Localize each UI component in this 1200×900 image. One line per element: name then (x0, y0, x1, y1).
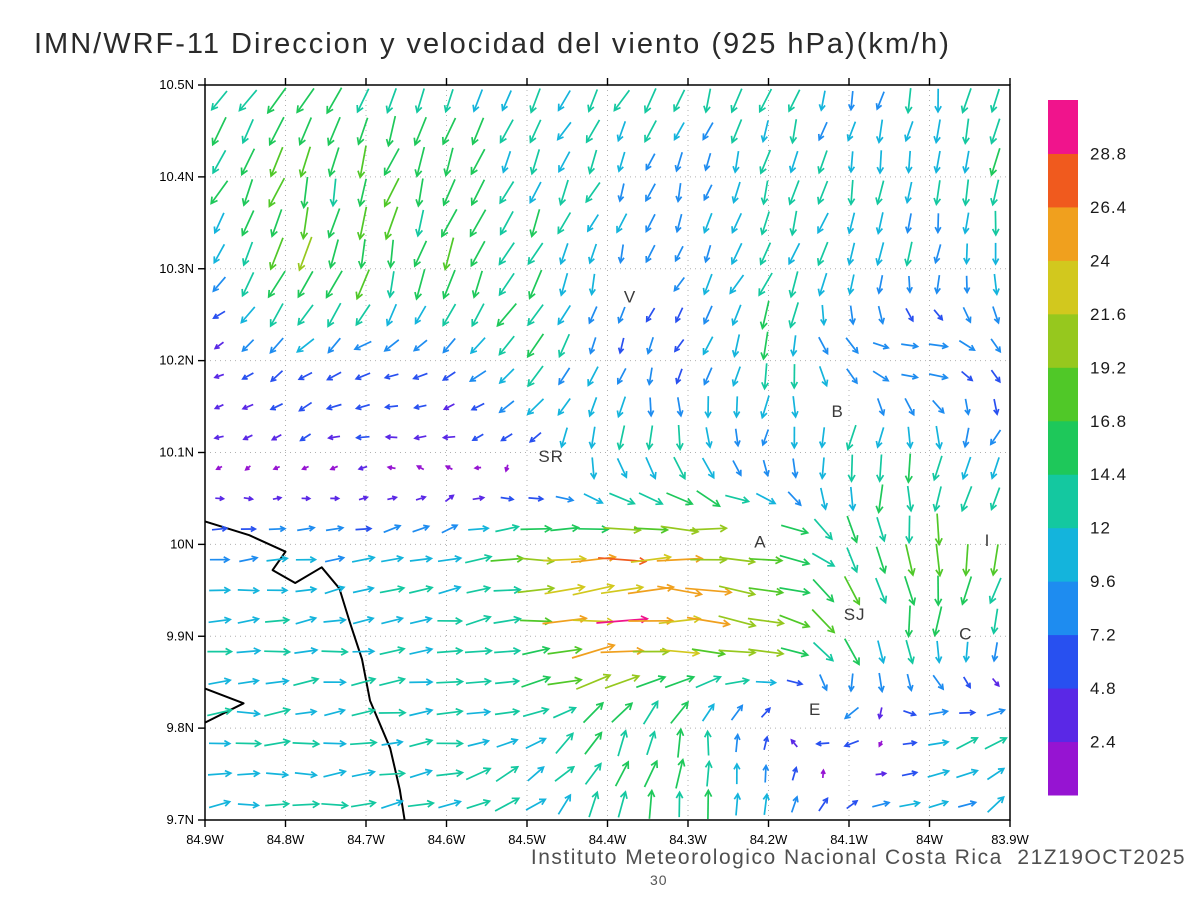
station-label: C (959, 624, 972, 643)
x-tick-label: 84.9W (186, 832, 224, 847)
y-tick-label: 10.4N (159, 169, 194, 184)
coastline (204, 520, 406, 821)
colorbar-label: 24 (1090, 251, 1111, 270)
colorbar-label: 21.6 (1090, 305, 1127, 324)
y-tick-label: 10N (170, 536, 194, 551)
y-tick-label: 10.1N (159, 445, 194, 460)
colorbar-label: 9.6 (1090, 572, 1117, 591)
x-tick-label: 84.1W (830, 832, 868, 847)
y-tick-label: 10.5N (159, 77, 194, 92)
colorbar-segment (1048, 260, 1078, 315)
station-label: E (809, 700, 821, 719)
axes: 84.9W 84.8W 84.7W 84.6W 84.5W 84.4W 84.3W 84.2W… (159, 77, 1029, 847)
colorbar-label: 7.2 (1090, 626, 1117, 645)
chart-title: IMN/WRF-11 Direccion y velocidad del vie… (34, 28, 951, 60)
station-label: I (985, 531, 991, 550)
station-label: V (624, 287, 636, 306)
station-label: SR (538, 447, 564, 466)
x-tick-label: 84.3W (669, 832, 707, 847)
colorbar-segment (1048, 688, 1078, 743)
colorbar-label: 12 (1090, 519, 1111, 538)
colorbar-label: 26.4 (1090, 198, 1127, 217)
wind-arrows (207, 87, 1008, 820)
footer-text: Instituto Meteorologico Nacional Costa R… (530, 846, 1186, 869)
colorbar-label: 19.2 (1090, 358, 1127, 377)
colorbar-label: 16.8 (1090, 412, 1127, 431)
x-tick-label: 84W (916, 832, 943, 847)
colorbar-segment (1048, 581, 1078, 636)
coastline-path (204, 520, 406, 821)
page-annotation: 30 (650, 872, 668, 888)
y-tick-label: 10.2N (159, 353, 194, 368)
y-tick-label: 9.8N (167, 720, 194, 735)
colorbar-segment (1048, 313, 1078, 368)
colorbar-segment (1048, 206, 1078, 261)
colorbar-label: 2.4 (1090, 733, 1117, 752)
x-tick-label: 84.5W (508, 832, 546, 847)
station-label: A (754, 533, 766, 552)
x-tick-label: 84.2W (750, 832, 788, 847)
y-tick-label: 10.3N (159, 261, 194, 276)
x-tick-label: 84.6W (428, 832, 466, 847)
x-tick-label: 84.4W (589, 832, 627, 847)
colorbar-segment (1048, 741, 1078, 796)
x-tick-label: 84.8W (267, 832, 305, 847)
station-label: SJ (844, 605, 866, 624)
colorbar-segment (1048, 634, 1078, 689)
colorbar-segment (1048, 153, 1078, 208)
colorbar-segment (1048, 367, 1078, 422)
colorbar: 2.4 4.8 7.2 9.6 12 14.4 16.8 19.2 21.6 24 26.4 28.8 (1048, 100, 1127, 796)
station-labels: V B SR A SJ C E I (538, 287, 991, 719)
grid-lines (204, 84, 1011, 821)
colorbar-label: 28.8 (1090, 145, 1127, 164)
station-label: B (832, 402, 844, 421)
x-tick-label: 83.9W (991, 832, 1029, 847)
y-tick-label: 9.7N (167, 812, 194, 827)
colorbar-segment (1048, 474, 1078, 529)
colorbar-segment (1048, 100, 1078, 154)
y-tick-label: 9.9N (167, 628, 194, 643)
colorbar-segment (1048, 420, 1078, 475)
coastline-path (204, 687, 245, 724)
x-tick-label: 84.7W (347, 832, 385, 847)
colorbar-label: 14.4 (1090, 465, 1127, 484)
colorbar-label: 4.8 (1090, 679, 1117, 698)
colorbar-segment (1048, 527, 1078, 582)
